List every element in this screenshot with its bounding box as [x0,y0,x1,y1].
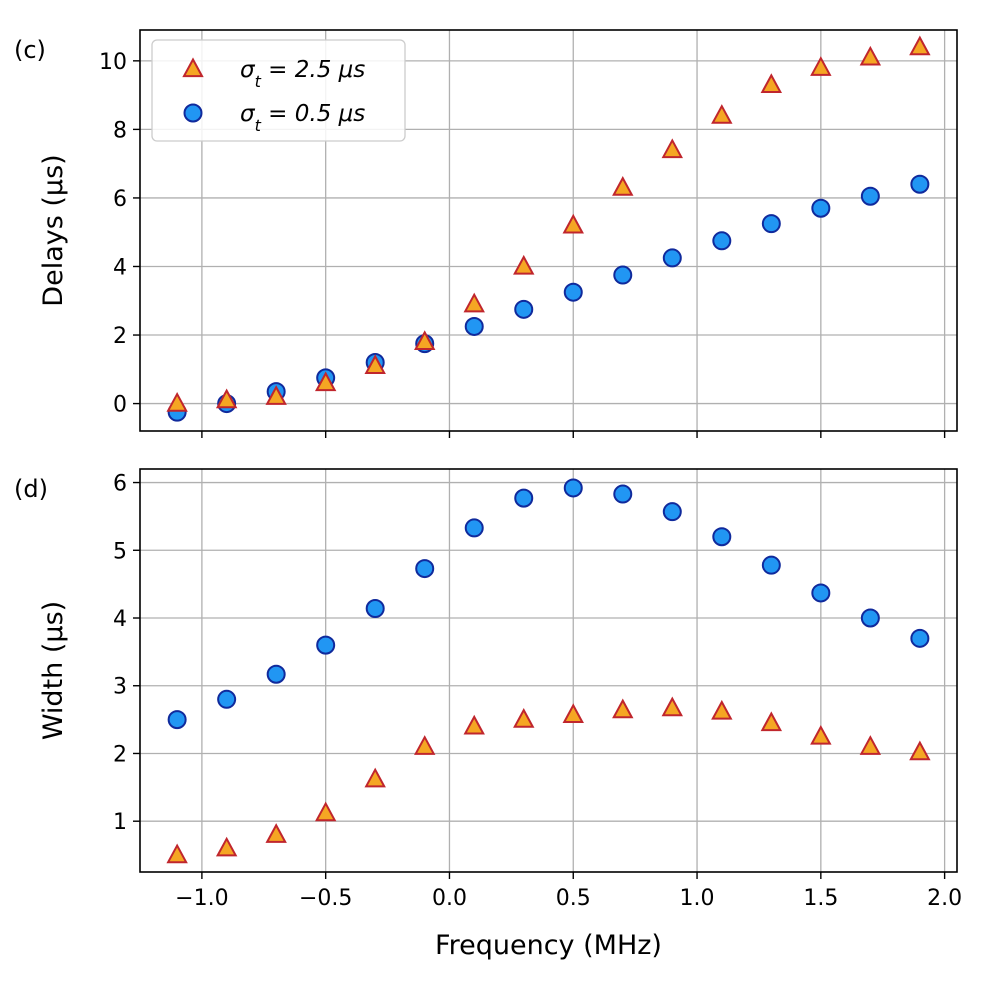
triangle-point [463,714,485,735]
y-tick-label: 6 [113,472,127,497]
panel-label: (c) [14,36,46,64]
circle-point [910,628,930,648]
circle-point [415,559,435,579]
triangle-point [760,73,783,93]
circle-point [860,608,880,628]
legend-circle-marker [183,103,203,123]
triangle-point [661,696,683,717]
panel-0: 0 2 4 6 8 10 Delays (μs) (c) σt = 2.5 μs σt = 0.5… [14,29,958,438]
triangle-point [909,35,931,56]
circle-point [514,488,534,508]
x-tick-label: 1.5 [803,886,838,911]
triangle-point [166,391,188,412]
y-tick-label: 5 [113,539,127,564]
circle-point [316,635,336,655]
y-tick-label: 4 [113,255,127,280]
triangle-point [859,45,882,66]
circle-point [860,186,880,206]
triangle-point [364,767,386,788]
circle-point [712,231,732,251]
legend-entry-label: σt = 2.5 μs [240,57,365,91]
y-tick-label: 2 [113,742,127,767]
triangle-point [314,371,337,392]
triangle-point [414,330,436,351]
y-tick-label: 6 [113,187,127,212]
legend: σt = 2.5 μs σt = 0.5 μs [151,39,406,142]
y-tick-label: 3 [113,675,127,700]
y-tick-label: 1 [113,810,127,835]
circle-point [563,478,583,498]
x-axis-label: Frequency (MHz) [435,930,662,961]
triangle-point [612,176,634,196]
circle-point [563,282,583,302]
circle-point [662,502,682,522]
circle-point [761,555,781,575]
circle-point [514,299,534,319]
triangle-point [810,56,832,76]
circle-point [613,265,633,285]
triangle-point [215,388,238,409]
triangle-point [711,104,733,124]
triangle-point [612,698,634,719]
x-tick-label: 2.0 [927,886,962,911]
triangle-point [859,735,882,755]
legend-entry-label: σt = 0.5 μs [240,101,365,135]
triangle-point [562,703,584,723]
circle-point [464,518,484,538]
triangle-point [711,699,733,720]
triangle-point [265,385,287,405]
circle-point [811,198,831,218]
circle-point [761,214,781,234]
x-tick-label: −0.5 [299,886,352,911]
y-tick-label: 10 [99,50,127,75]
circle-point [217,689,237,709]
triangle-point [314,801,337,822]
triangle-point [513,708,535,728]
x-tick-label: 0.5 [556,886,591,911]
panel-1: −1.0 −0.5 0.0 0.5 1.0 1.5 2.0 1 2 3 4 5 6 Width (μs) F… [14,468,962,961]
y-tick-label: 8 [113,118,127,143]
triangle-point [166,843,188,864]
triangle-point [513,254,535,275]
triangle-point [810,724,832,745]
y-axis-label: Delays (μs) [38,154,69,306]
circle-point [266,664,286,684]
triangle-point [414,735,436,755]
triangle-point [364,354,386,375]
circle-point [712,527,732,547]
triangle-point [463,292,485,313]
x-tick-label: −1.0 [175,886,228,911]
circle-point [811,583,831,603]
panel-label: (d) [14,475,48,503]
triangle-point [661,138,683,159]
y-axis-label: Width (μs) [38,601,69,740]
legend-box [151,39,406,142]
circle-point [464,316,484,336]
circle-point [662,248,682,268]
triangle-point [562,213,584,234]
triangle-point [215,836,238,857]
triangle-point [909,740,931,761]
axes-frame [139,29,958,432]
circle-point [910,174,930,194]
x-tick-label: 0.0 [432,886,467,911]
y-tick-label: 0 [113,393,127,418]
circle-point [613,484,633,504]
triangle-point [760,711,783,732]
circle-point [365,599,385,619]
y-tick-label: 2 [113,324,127,349]
circle-point [167,710,187,730]
triangle-point [265,823,287,843]
x-tick-label: 1.0 [680,886,715,911]
legend-triangle-marker [182,57,204,78]
y-tick-label: 4 [113,607,127,632]
axes-frame [139,468,958,873]
